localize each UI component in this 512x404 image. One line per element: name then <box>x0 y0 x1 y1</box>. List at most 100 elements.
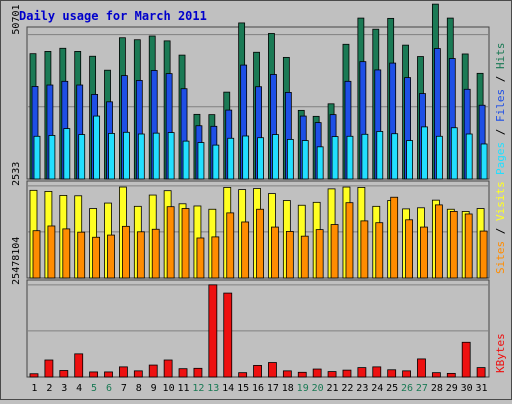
bar-kbytes <box>119 366 128 378</box>
bar-kbytes <box>178 368 188 378</box>
bar-sites <box>330 224 339 279</box>
bar-kbytes <box>193 367 203 378</box>
bar-sites <box>136 231 145 279</box>
bar-pages <box>63 128 71 180</box>
bar-kbytes <box>133 370 143 378</box>
legend-sites: Sites <box>494 241 507 274</box>
label-separator: / <box>494 122 507 142</box>
legend-pages: Pages <box>494 142 507 175</box>
bar-pages <box>137 133 145 180</box>
x-tick-label: 4 <box>76 383 82 394</box>
x-tick-label: 10 <box>163 383 175 394</box>
bar-sites <box>449 211 458 279</box>
bar-pages <box>48 135 56 180</box>
bar-kbytes <box>431 372 441 378</box>
bar-sites <box>464 213 473 279</box>
bar-kbytes <box>446 372 456 378</box>
bar-pages <box>227 137 235 180</box>
bar-sites <box>196 237 205 279</box>
legend-visits: Visits <box>494 181 507 221</box>
bar-kbytes <box>59 370 69 378</box>
bar-pages <box>406 140 413 180</box>
x-tick-label: 5 <box>91 383 97 394</box>
x-tick-label: 17 <box>267 383 279 394</box>
bar-pages <box>435 135 443 180</box>
bar-pages <box>465 133 473 180</box>
bar-sites <box>390 196 399 279</box>
bar-sites <box>241 221 250 279</box>
x-tick-label: 30 <box>461 383 473 394</box>
bar-pages <box>152 132 160 180</box>
bar-kbytes <box>417 358 426 378</box>
bar-pages <box>361 133 369 180</box>
x-tick-label: 18 <box>282 383 294 394</box>
x-tick-label: 21 <box>326 383 338 394</box>
bar-kbytes <box>104 371 113 378</box>
bar-kbytes <box>74 353 84 378</box>
bar-pages <box>346 135 354 180</box>
y-tick-label: 25478104 <box>11 237 22 285</box>
bar-kbytes <box>402 370 411 378</box>
x-tick-label: 16 <box>252 383 264 394</box>
bar-pages <box>197 142 205 180</box>
bar-pages <box>123 131 130 180</box>
bar-sites <box>479 230 488 279</box>
x-tick-label: 1 <box>31 383 37 394</box>
legend-hits: Hits <box>494 43 507 70</box>
bar-sites <box>181 208 190 279</box>
bar-kbytes <box>282 370 292 378</box>
bar-sites <box>77 231 86 279</box>
x-tick-label: 22 <box>341 383 353 394</box>
bar-kbytes <box>357 367 367 378</box>
bar-kbytes <box>312 368 322 378</box>
bar-kbytes <box>208 284 218 378</box>
bar-sites <box>434 204 443 279</box>
x-tick-label: 15 <box>237 383 249 394</box>
label-separator: / <box>494 69 507 89</box>
bar-sites <box>92 236 101 279</box>
bar-pages <box>33 135 41 180</box>
bar-kbytes <box>297 371 307 378</box>
x-tick-label: 13 <box>207 383 219 394</box>
right-axis-label: Sites / Visits <box>494 181 507 274</box>
x-tick-label: 7 <box>121 383 127 394</box>
bar-pages <box>182 140 190 180</box>
bar-sites <box>420 226 428 279</box>
x-tick-label: 31 <box>476 383 488 394</box>
x-tick-label: 29 <box>446 383 458 394</box>
bar-pages <box>286 139 294 180</box>
bar-pages <box>316 146 324 180</box>
x-tick-label: 26 <box>401 383 413 394</box>
bar-kbytes <box>89 371 99 378</box>
y-tick-label: 50701 <box>11 4 22 34</box>
bar-kbytes <box>461 341 471 378</box>
x-tick-label: 6 <box>106 383 112 394</box>
bar-sites <box>271 226 279 279</box>
bar-sites <box>107 234 115 279</box>
x-tick-label: 25 <box>386 383 398 394</box>
bar-pages <box>421 126 428 180</box>
bar-kbytes <box>342 369 352 378</box>
bar-pages <box>93 115 101 180</box>
right-axis-label: Pages / Files / Hits <box>494 43 507 176</box>
bar-pages <box>376 131 384 180</box>
bar-pages <box>242 135 250 180</box>
chart-title: Daily usage for March 2011 <box>19 9 207 23</box>
bar-kbytes <box>29 373 39 378</box>
y-tick-label: 2533 <box>11 162 22 186</box>
bar-kbytes <box>163 359 173 378</box>
bar-pages <box>272 134 279 180</box>
bar-kbytes <box>44 359 54 378</box>
bar-kbytes <box>223 292 233 378</box>
legend-files: Files <box>494 89 507 122</box>
x-tick-label: 19 <box>297 383 309 394</box>
bar-sites <box>256 208 264 279</box>
label-separator: / <box>494 221 507 241</box>
bar-kbytes <box>238 372 248 378</box>
x-tick-label: 8 <box>136 383 142 394</box>
bar-pages <box>301 140 309 180</box>
bar-pages <box>167 132 175 180</box>
bar-sites <box>47 225 56 279</box>
